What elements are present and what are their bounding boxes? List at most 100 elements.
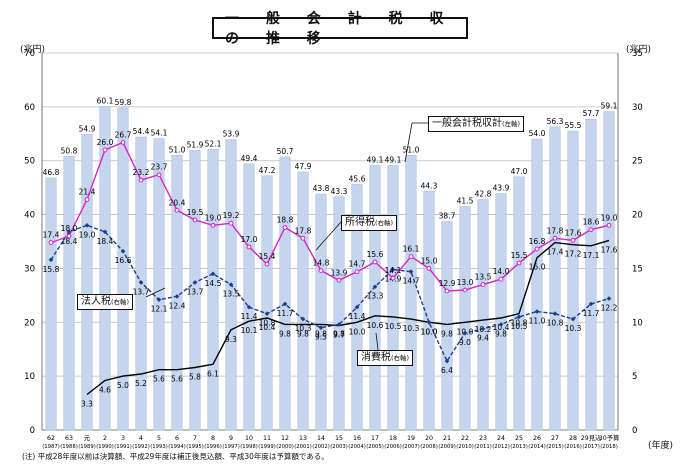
income-tax-value-label: 19.0 [601,213,618,222]
tax-revenue-bar [279,156,291,431]
x-tick-year-label: (2003) [330,444,348,450]
corporate-tax-point [120,248,126,254]
corporate-tax-value-label: 11.4 [349,312,366,321]
income-callout-leader [315,221,342,251]
x-tick-year-label: (2008) [420,444,438,450]
income-tax-point [138,177,144,183]
income-tax-point [570,238,576,243]
right-tick-label: 20 [632,211,643,221]
consumption-tax-value-label: 9.3 [225,335,237,344]
consumption-tax-value-label: 9.8 [315,329,327,338]
corporate-tax-point [102,229,108,235]
corporate-tax-value-label: 12.2 [601,304,618,313]
income-tax-value-label: 26.0 [97,138,114,147]
left-tick-label: 0 [30,426,35,436]
income-tax-line [50,141,610,292]
x-axis-unit: (年度) [648,441,674,451]
corporate-tax-point [264,311,270,316]
left-tick-label: 20 [24,318,35,328]
income-tax-value-label: 16.8 [529,237,546,246]
corporate-tax-value-label: 13.7 [187,287,204,296]
x-tick-era-label: 21 [443,435,451,442]
income-tax-value-label: 13.9 [331,268,348,277]
corporate-tax-value-label: 10.8 [259,319,276,328]
income-tax-value-label: 17.8 [295,226,312,235]
right-tick-label: 10 [632,318,643,328]
x-tick-era-label: 62 [47,435,55,442]
income-tax-value-label: 18.6 [583,218,600,227]
income-tax-point [552,235,558,241]
consumption-callout-leader [375,332,379,351]
corporate-tax-value-label: 11.4 [241,312,258,321]
consumption-legend-axis: (右軸) [391,354,410,362]
consumption-tax-value-label: 10.4 [259,323,276,332]
corporate-tax-value-label: 12.1 [151,305,168,314]
tax-revenue-bar-label: 59.8 [115,98,132,107]
x-tick-year-label: (2017) [582,444,600,450]
tax-revenue-bar-label: 45.6 [349,174,366,183]
corporate-tax-point [390,267,396,272]
tax-revenue-bar [315,193,327,431]
x-tick-year-label: (2013) [510,444,528,450]
x-tick-era-label: 元 [84,434,91,442]
x-tick-era-label: 5 [157,435,161,442]
x-tick-year-label: (1993) [150,444,168,450]
tax-revenue-bar [441,221,453,431]
corporate-tax-value-label: 10.0 [421,327,438,336]
x-tick-year-label: (2009) [438,444,456,450]
tax-revenue-bar-label: 38.7 [439,212,456,221]
income-tax-value-label: 16.1 [403,245,420,254]
income-tax-point [516,260,522,266]
tax-revenue-bar [603,111,615,431]
income-tax-point [84,197,90,202]
total-callout-leader [404,122,428,163]
consumption-tax-value-label: 10.0 [349,327,366,336]
tax-revenue-bar [45,177,57,431]
corporate-tax-value-label: 9.8 [333,329,345,338]
tax-revenue-bar [63,156,75,431]
tax-revenue-bar-label: 49.1 [385,156,402,165]
x-tick-era-label: 7 [193,435,197,442]
corporate-legend-callout: 法人税(右軸) [77,294,134,310]
tax-revenue-bar [81,134,93,431]
income-tax-point [282,225,288,230]
x-tick-year-label: (2016) [564,444,582,450]
tax-revenue-bar-label: 42.8 [475,189,492,198]
left-tick-label: 10 [24,372,35,382]
x-tick-year-label: (2002) [312,444,330,450]
x-tick-era-label: 23 [479,435,487,442]
tax-revenue-bar-label: 47.9 [295,162,312,171]
x-tick-era-label: 17 [371,435,379,442]
left-tick-label: 40 [24,211,35,221]
income-tax-point [336,277,342,283]
tax-revenue-bar-label: 43.3 [331,187,348,196]
corporate-tax-value-label: 18.4 [61,237,78,246]
corporate-tax-point [534,309,540,314]
tax-revenue-bar-label: 46.8 [43,168,60,177]
tax-revenue-bar-label: 49.1 [367,156,384,165]
tax-revenue-bar-label: 57.7 [583,109,600,118]
x-tick-era-label: 2 [103,435,107,442]
left-tick-label: 30 [24,264,35,274]
income-tax-point [120,140,126,145]
tax-revenue-bar [297,171,309,431]
consumption-legend-name: 消費税 [361,352,391,363]
corporate-tax-value-label: 19.0 [79,230,96,239]
x-tick-era-label: 30予算 [599,433,620,442]
tax-revenue-bar-label: 54.1 [151,129,168,138]
income-tax-value-label: 15.5 [511,251,528,260]
x-tick-era-label: 12 [281,435,289,442]
tax-revenue-bar [99,106,111,431]
tax-revenue-bar [153,138,165,431]
x-tick-year-label: (1989) [78,444,96,450]
consumption-tax-value-label: 9.8 [297,329,309,338]
right-tick-label: 25 [632,157,643,167]
corporate-tax-point [480,326,486,332]
income-tax-value-label: 19.0 [205,213,222,222]
corporate-tax-value-label: 11.7 [277,309,294,318]
consumption-tax-value-label: 5.6 [171,375,183,384]
x-tick-era-label: 4 [139,435,143,442]
income-tax-value-label: 15.6 [367,250,384,259]
corporate-tax-point [552,311,558,316]
